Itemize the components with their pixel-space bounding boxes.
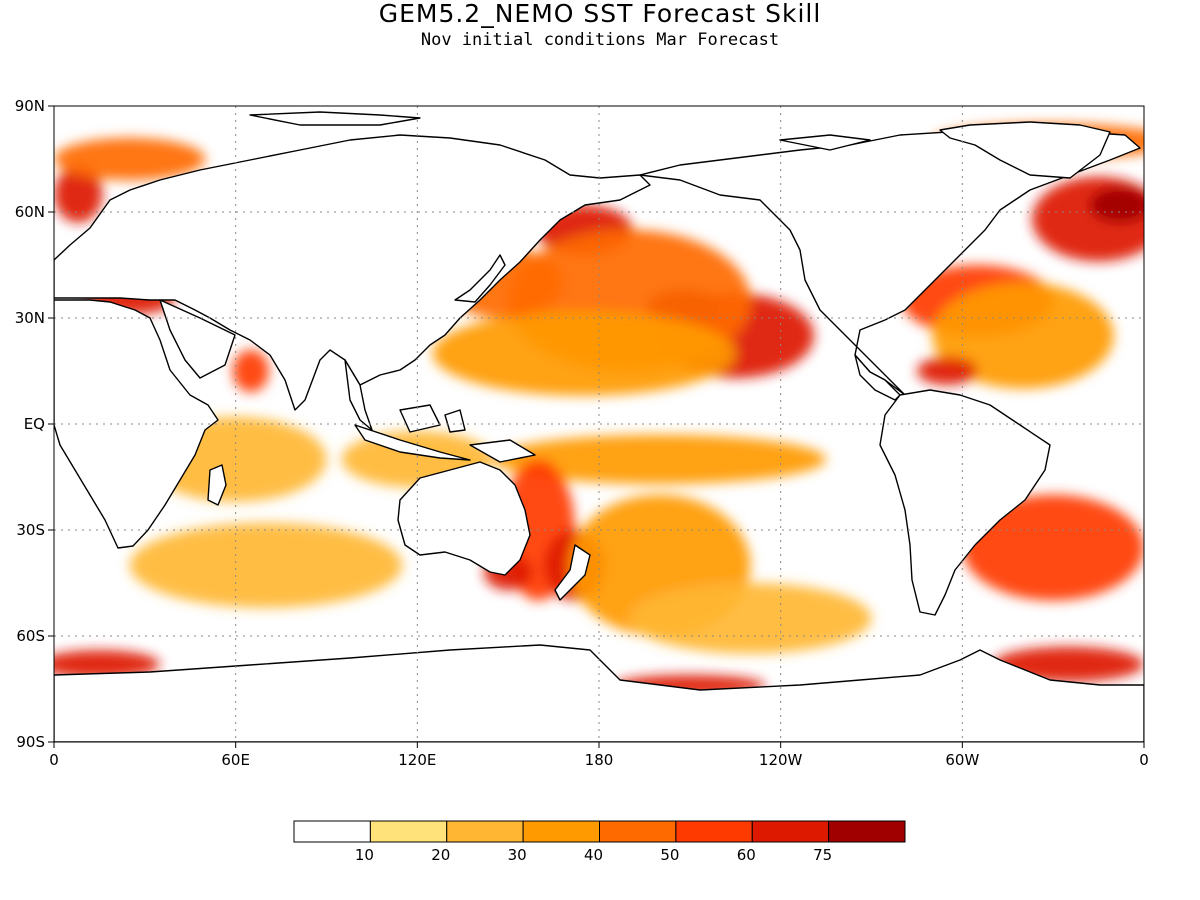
lon-tick-label: 0: [49, 751, 59, 769]
colorbar-label: 30: [508, 846, 527, 864]
lon-tick-label: 120W: [759, 751, 803, 769]
new-zealand-islands: [554, 544, 591, 601]
africa-landmass: [54, 299, 219, 549]
colorbar-swatch: [675, 820, 753, 843]
antarctica-landmass: [54, 644, 1144, 742]
australia-landmass: [397, 461, 531, 576]
indonesia-islands: [354, 404, 536, 463]
lat-tick-label: EQ: [24, 415, 45, 433]
lon-tick-label: 60E: [221, 751, 250, 769]
lat-tick-label: 90N: [15, 97, 45, 115]
lat-tick-label: 60N: [15, 203, 45, 221]
skill-region-14: [1089, 187, 1144, 223]
colorbar-label: 50: [660, 846, 679, 864]
lon-tick-label: 180: [585, 751, 614, 769]
colorbar-swatch: [751, 820, 830, 843]
north-america-landmass: [639, 129, 1141, 396]
colorbar-label: 75: [813, 846, 832, 864]
skill-region-17: [962, 494, 1144, 601]
skill-region-27: [54, 137, 206, 181]
land-mask-layer: [54, 111, 1144, 742]
arctic-islands: [249, 111, 871, 151]
madagascar-landmass: [207, 464, 227, 506]
japan-islands: [454, 254, 506, 303]
map-subtitle: Nov initial conditions Mar Forecast: [421, 30, 779, 50]
colorbar: 10 20 30 40 50 60 75: [293, 820, 906, 864]
map-gridlines: [54, 106, 1144, 742]
greenland-landmass: [939, 121, 1111, 179]
colorbar-swatch: [828, 820, 906, 843]
lon-tick-label: 0: [1139, 751, 1149, 769]
colorbar-swatch: [369, 820, 448, 843]
eurasia-landmass: [54, 134, 651, 411]
skill-region-13: [1031, 176, 1144, 262]
lon-tick-label: 60W: [945, 751, 979, 769]
south-america-landmass: [879, 389, 1051, 616]
colorbar-label: 40: [584, 846, 603, 864]
lon-tick-label: 120E: [398, 751, 436, 769]
skill-region-26: [54, 166, 103, 223]
skill-region-16: [916, 356, 978, 386]
colorbar-swatch: [599, 820, 677, 843]
colorbar-label: 10: [355, 846, 374, 864]
arabia-landmass: [159, 299, 236, 379]
colorbar-swatch: [293, 820, 371, 843]
skill-region-15: [932, 282, 1114, 389]
lat-tick-label: 30S: [16, 521, 45, 539]
colorbar-label: 60: [737, 846, 756, 864]
skill-region-6: [493, 434, 827, 485]
skill-region-24: [232, 349, 269, 393]
longitude-axis: 0 60E 120E 180 120W 60W 0: [49, 742, 1149, 769]
colorbar-swatch: [446, 820, 524, 843]
skill-region-19: [54, 650, 160, 679]
colorbar-label: 20: [431, 846, 450, 864]
lat-tick-label: 60S: [16, 627, 45, 645]
lat-tick-label: 30N: [15, 309, 45, 327]
map-title: GEM5.2_NEMO SST Forecast Skill: [379, 0, 822, 28]
latitude-axis: 90N 60N 30N EQ 30S 60S 90S: [15, 97, 54, 751]
colorbar-swatch: [522, 820, 600, 843]
skill-region-21: [129, 522, 403, 608]
lat-tick-label: 90S: [16, 733, 45, 751]
skill-region-4: [432, 310, 736, 396]
skill-region-11: [629, 583, 872, 654]
